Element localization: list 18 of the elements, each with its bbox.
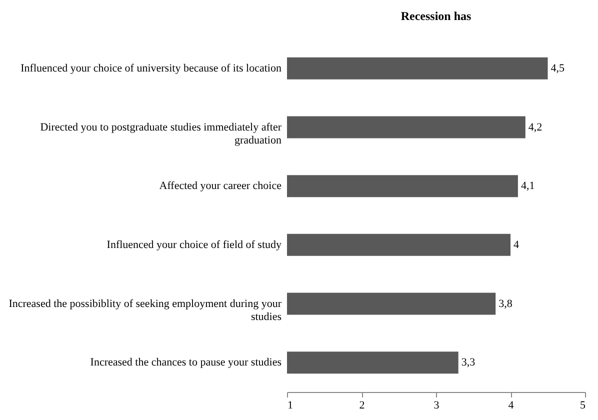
x-tick-label: 2 [359, 400, 365, 412]
x-tick-label: 3 [434, 400, 440, 412]
y-tick-label: Increased the possibiblity of seeking employment during your studies [8, 298, 282, 323]
y-tick-label: Influenced your choice of field of study [106, 238, 282, 251]
y-tick-label: Influenced your choice of university because of its location [20, 62, 282, 74]
data-label: 4,5 [550, 62, 565, 74]
data-label: 4,2 [528, 121, 542, 134]
x-tick-label: 5 [580, 400, 586, 412]
x-tick-label: 4 [508, 400, 514, 412]
y-tick-label: Directed you to postgraduate studies immediately after graduation [40, 121, 282, 146]
data-label: 3,3 [461, 356, 476, 369]
y-tick-label: Affected your career choice [159, 180, 282, 192]
y-tick-label: Increased the chances to pause your studies [90, 356, 282, 369]
data-label: 3,8 [498, 298, 513, 310]
data-label: 4 [514, 238, 520, 251]
data-label: 4,1 [520, 180, 535, 192]
chart-title: Recession has [400, 9, 472, 23]
x-tick-label: 1 [288, 400, 293, 412]
